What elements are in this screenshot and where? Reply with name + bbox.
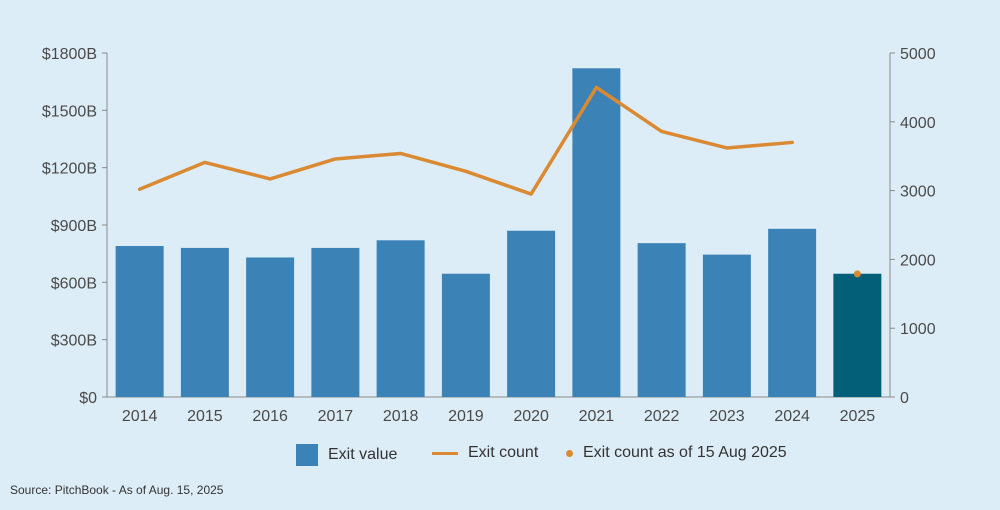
right-axis-tick-label: 5000 xyxy=(900,46,936,63)
exit-chart: $0 $300B $600B $900B $1200B $1500B $1800B 0 1000… xyxy=(42,46,936,425)
bar-exit-value-2016 xyxy=(246,257,295,397)
right-axis-tick-label: 1000 xyxy=(900,321,936,338)
left-axis-tick-label: $0 xyxy=(79,390,97,407)
right-axis-tick-label: 4000 xyxy=(900,115,936,132)
left-axis-tick-label: $900B xyxy=(51,218,97,235)
right-axis-tick-label: 3000 xyxy=(900,184,936,201)
legend-line-exit-count xyxy=(432,451,458,455)
bar-exit-value-2014 xyxy=(115,246,164,397)
point-exit-count-partial-2025 xyxy=(853,270,861,278)
left-axis-tick-label: $1500B xyxy=(42,103,97,120)
bar-exit-value-2025 xyxy=(833,273,882,397)
legend-item-exit-count-partial: Exit count as of 15 Aug 2025 xyxy=(566,444,787,462)
x-axis-tick-label: 2024 xyxy=(774,408,810,425)
right-axis-tick-label: 0 xyxy=(900,390,909,407)
x-axis-tick-label: 2015 xyxy=(187,408,223,425)
legend-dot-exit-count-partial xyxy=(566,449,573,457)
bar-exit-value-2024 xyxy=(768,228,817,397)
bar-exit-value-2019 xyxy=(441,273,490,397)
bar-exit-value-2017 xyxy=(311,247,360,397)
line-exit-count xyxy=(137,85,794,196)
legend-label-exit-count: Exit count xyxy=(468,444,539,461)
bar-exit-value-2021 xyxy=(572,68,621,398)
x-axis-tick-label: 2018 xyxy=(383,408,419,425)
legend-item-exit-count: Exit count xyxy=(432,444,538,462)
legend: Exit value Exit count Exit count as of 1… xyxy=(0,444,1000,472)
bar-exit-value-2015 xyxy=(180,247,229,397)
source-note: Source: PitchBook - As of Aug. 15, 2025 xyxy=(10,483,224,497)
left-axis-tick-label: $300B xyxy=(51,333,97,350)
legend-item-exit-value: Exit value xyxy=(296,444,397,466)
legend-label-exit-count-partial: Exit count as of 15 Aug 2025 xyxy=(583,444,787,461)
left-axis-tick-label: $1200B xyxy=(42,161,97,178)
x-axis-tick-label: 2025 xyxy=(840,408,876,425)
right-axis-tick-label: 2000 xyxy=(900,252,936,269)
legend-swatch-exit-value xyxy=(296,444,318,466)
x-axis-tick-label: 2021 xyxy=(579,408,615,425)
x-axis-tick-label: 2020 xyxy=(513,408,549,425)
x-axis-tick-label: 2019 xyxy=(448,408,484,425)
bar-exit-value-2022 xyxy=(637,243,686,397)
x-axis-tick-label: 2023 xyxy=(709,408,745,425)
bar-exit-value-2018 xyxy=(376,240,425,397)
left-axis-tick-label: $1800B xyxy=(42,46,97,63)
bar-exit-value-2023 xyxy=(702,254,751,397)
left-axis-tick-label: $600B xyxy=(51,275,97,292)
x-axis-tick-label: 2017 xyxy=(318,408,354,425)
x-axis-tick-label: 2016 xyxy=(252,408,288,425)
bar-exit-value-2020 xyxy=(507,230,556,397)
x-axis-tick-label: 2022 xyxy=(644,408,680,425)
x-axis-tick-label: 2014 xyxy=(122,408,158,425)
legend-label-exit-value: Exit value xyxy=(328,446,398,463)
